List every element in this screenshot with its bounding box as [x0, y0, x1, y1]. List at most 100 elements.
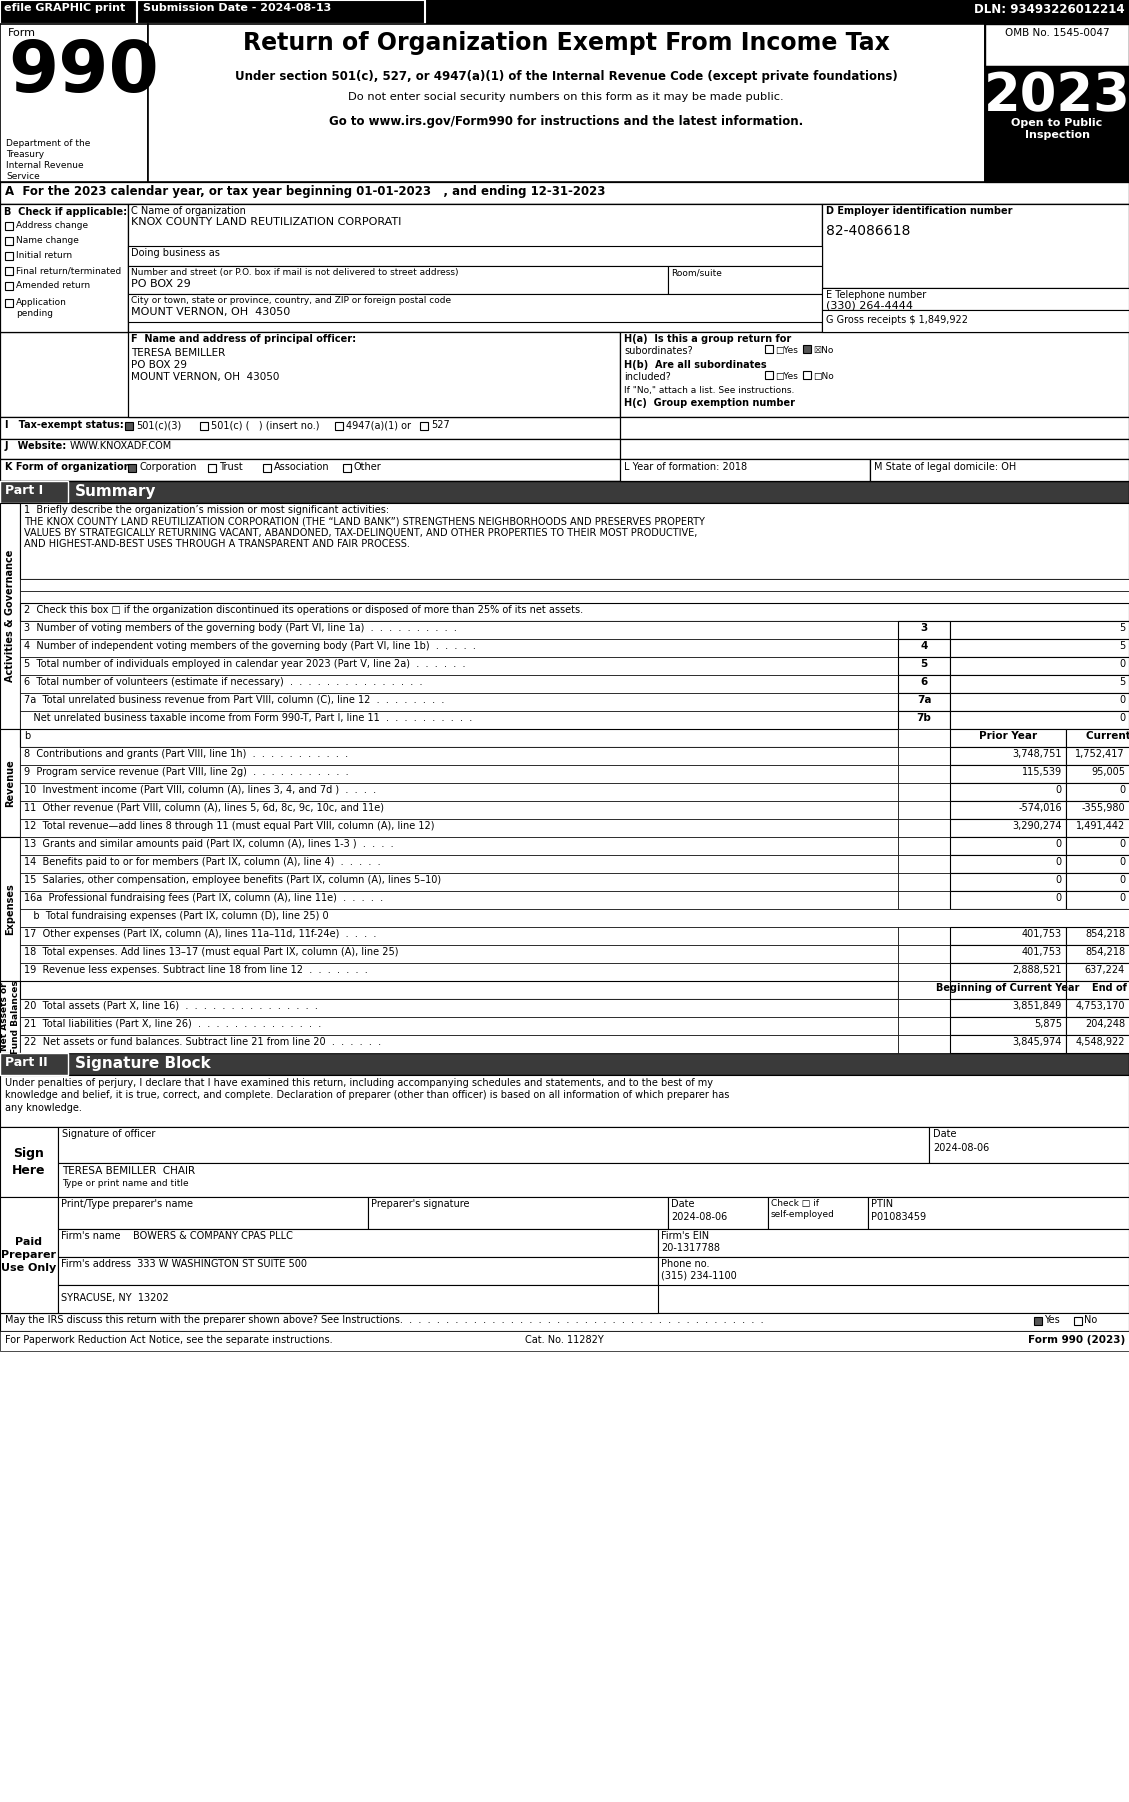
- Bar: [620, 460, 870, 481]
- Bar: [20, 926, 898, 944]
- Bar: [343, 463, 351, 472]
- Bar: [949, 926, 1066, 944]
- Text: Sign
Here: Sign Here: [12, 1148, 46, 1177]
- Bar: [949, 872, 1066, 890]
- Bar: [0, 1076, 1129, 1126]
- Bar: [0, 204, 128, 332]
- Bar: [898, 676, 949, 694]
- Text: Summary: Summary: [75, 485, 157, 499]
- Bar: [1066, 784, 1129, 802]
- Text: H(a)  Is this a group return for: H(a) Is this a group return for: [624, 333, 791, 344]
- Text: 5: 5: [1119, 642, 1124, 651]
- Bar: [1066, 802, 1129, 818]
- Text: 527: 527: [431, 420, 449, 431]
- Bar: [868, 1197, 1129, 1229]
- Bar: [335, 422, 343, 431]
- Text: 854,218: 854,218: [1085, 930, 1124, 939]
- Text: 6: 6: [920, 678, 928, 687]
- Text: Signature of officer: Signature of officer: [62, 1130, 156, 1139]
- Bar: [20, 872, 898, 890]
- Text: Final return/terminated: Final return/terminated: [16, 267, 121, 276]
- Text: 3,290,274: 3,290,274: [1013, 822, 1062, 831]
- Text: 3,851,849: 3,851,849: [1013, 1000, 1062, 1011]
- Text: G Gross receipts $ 1,849,922: G Gross receipts $ 1,849,922: [826, 315, 968, 324]
- Bar: [5, 238, 14, 245]
- Text: Under section 501(c), 527, or 4947(a)(1) of the Internal Revenue Code (except pr: Under section 501(c), 527, or 4947(a)(1)…: [235, 70, 898, 83]
- Bar: [208, 463, 216, 472]
- Bar: [58, 1126, 929, 1162]
- Text: 5,875: 5,875: [1034, 1018, 1062, 1029]
- Text: Form: Form: [8, 29, 36, 38]
- Text: Do not enter social security numbers on this form as it may be made public.: Do not enter social security numbers on …: [348, 92, 784, 103]
- Text: 12  Total revenue—add lines 8 through 11 (must equal Part VIII, column (A), line: 12 Total revenue—add lines 8 through 11 …: [24, 822, 435, 831]
- Bar: [1066, 980, 1129, 998]
- Text: J   Website:: J Website:: [5, 441, 68, 450]
- Text: OMB No. 1545-0047: OMB No. 1545-0047: [1005, 29, 1110, 38]
- Bar: [137, 0, 425, 23]
- Text: 0: 0: [1119, 894, 1124, 903]
- Text: □Yes: □Yes: [774, 371, 798, 380]
- Bar: [949, 854, 1066, 872]
- Bar: [20, 836, 898, 854]
- Text: Net Assets or
Fund Balances: Net Assets or Fund Balances: [0, 980, 19, 1054]
- Bar: [58, 1162, 1129, 1197]
- Text: Department of the
Treasury
Internal Revenue
Service: Department of the Treasury Internal Reve…: [6, 139, 90, 182]
- Bar: [20, 1016, 898, 1034]
- Bar: [1066, 836, 1129, 854]
- Text: 17  Other expenses (Part IX, column (A), lines 11a–11d, 11f-24e)  .  .  .  .: 17 Other expenses (Part IX, column (A), …: [24, 930, 376, 939]
- Bar: [1066, 962, 1129, 980]
- Bar: [949, 712, 1129, 730]
- Text: Print/Type preparer's name: Print/Type preparer's name: [61, 1198, 193, 1209]
- Bar: [620, 416, 1129, 440]
- Bar: [0, 416, 1129, 440]
- Bar: [1066, 766, 1129, 784]
- Text: Paid
Preparer
Use Only: Paid Preparer Use Only: [1, 1236, 56, 1274]
- Bar: [0, 481, 1129, 503]
- Bar: [20, 640, 898, 658]
- Text: 5: 5: [1119, 623, 1124, 633]
- Bar: [898, 658, 949, 676]
- Bar: [668, 1197, 768, 1229]
- Text: 990: 990: [8, 38, 159, 106]
- Bar: [949, 730, 1066, 748]
- Bar: [949, 766, 1066, 784]
- Text: Beginning of Current Year: Beginning of Current Year: [936, 984, 1079, 993]
- Bar: [58, 1285, 658, 1314]
- Bar: [898, 748, 949, 766]
- Text: 0: 0: [1119, 840, 1124, 849]
- Text: 204,248: 204,248: [1085, 1018, 1124, 1029]
- Text: PTIN: PTIN: [870, 1198, 893, 1209]
- Bar: [58, 1229, 658, 1258]
- Bar: [949, 640, 1129, 658]
- Text: 5  Total number of individuals employed in calendar year 2023 (Part V, line 2a) : 5 Total number of individuals employed i…: [24, 660, 465, 669]
- Text: Name change: Name change: [16, 236, 79, 245]
- Bar: [898, 944, 949, 962]
- Text: F  Name and address of principal officer:: F Name and address of principal officer:: [131, 333, 356, 344]
- Bar: [1066, 998, 1129, 1016]
- Bar: [1066, 944, 1129, 962]
- Bar: [898, 872, 949, 890]
- Text: 10  Investment income (Part VIII, column (A), lines 3, 4, and 7d )  .  .  .  .: 10 Investment income (Part VIII, column …: [24, 786, 376, 795]
- Text: TERESA BEMILLER: TERESA BEMILLER: [131, 348, 226, 359]
- Bar: [620, 440, 1129, 460]
- Bar: [949, 694, 1129, 712]
- Bar: [20, 658, 898, 676]
- Bar: [0, 1052, 68, 1076]
- Bar: [898, 890, 949, 908]
- Text: PO BOX 29: PO BOX 29: [131, 360, 187, 369]
- Bar: [949, 998, 1066, 1016]
- Text: Prior Year: Prior Year: [979, 732, 1038, 741]
- Bar: [1066, 748, 1129, 766]
- Text: VALUES BY STRATEGICALLY RETURNING VACANT, ABANDONED, TAX-DELINQUENT, AND OTHER P: VALUES BY STRATEGICALLY RETURNING VACANT…: [24, 528, 698, 539]
- Bar: [20, 712, 898, 730]
- Bar: [5, 222, 14, 231]
- Text: Submission Date - 2024-08-13: Submission Date - 2024-08-13: [143, 4, 331, 13]
- Text: D Employer identification number: D Employer identification number: [826, 205, 1013, 216]
- Text: Firm's EIN: Firm's EIN: [660, 1231, 709, 1242]
- Bar: [128, 463, 135, 472]
- Bar: [898, 980, 949, 998]
- Text: 22  Net assets or fund balances. Subtract line 21 from line 20  .  .  .  .  .  .: 22 Net assets or fund balances. Subtract…: [24, 1036, 382, 1047]
- Text: 0: 0: [1056, 840, 1062, 849]
- Bar: [0, 0, 137, 23]
- Text: WWW.KNOXADF.COM: WWW.KNOXADF.COM: [70, 441, 173, 450]
